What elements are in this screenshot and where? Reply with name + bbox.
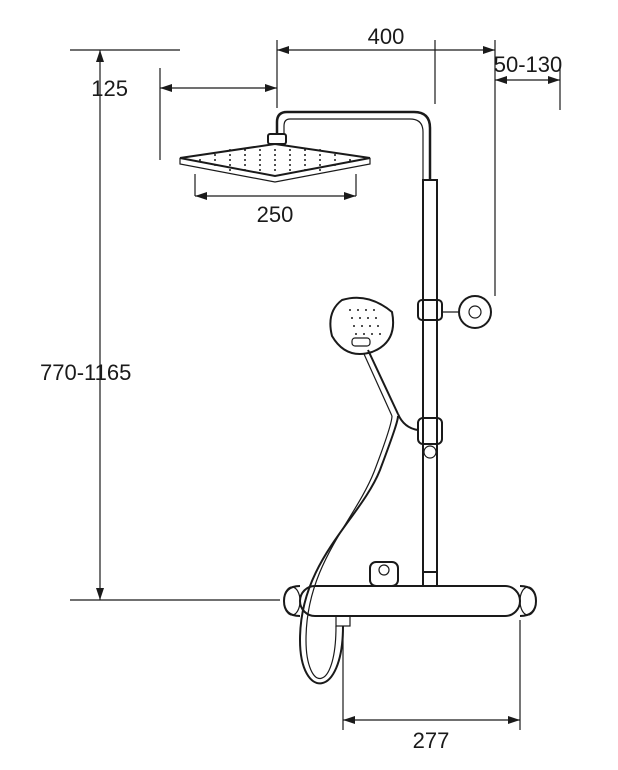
dim-valve-width: 277 [413,728,450,753]
dim-head-size: 250 [257,202,294,227]
dim-wall-gap: 50-130 [494,52,563,77]
dim-head-offset: 125 [91,76,128,101]
dim-height-range: 770-1165 [40,360,131,385]
dim-arm-length: 400 [368,24,405,49]
